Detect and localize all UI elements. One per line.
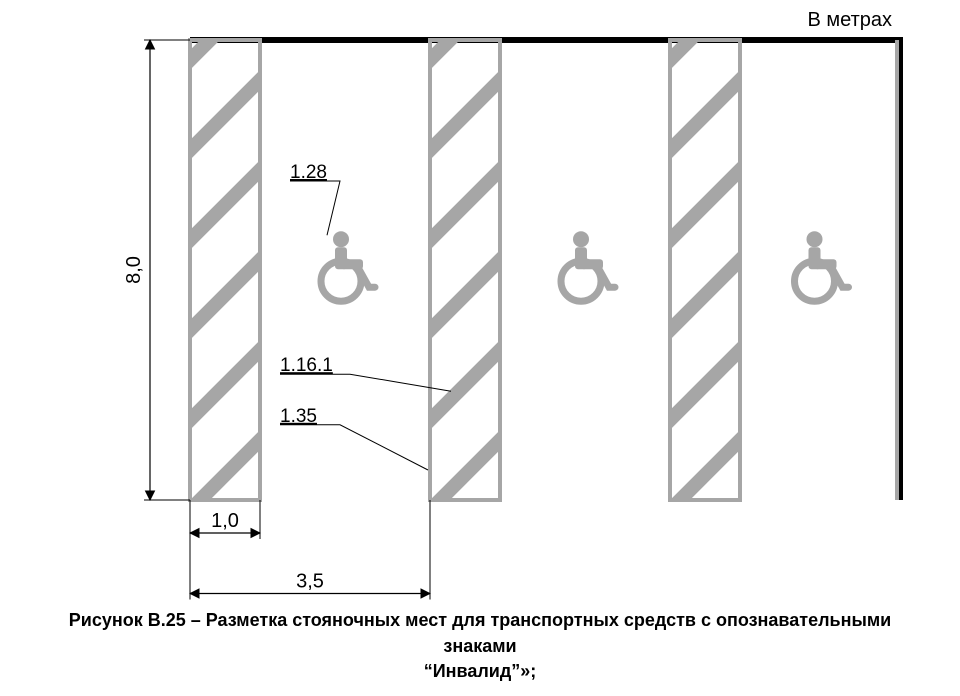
parking-bay-0 <box>260 40 430 500</box>
hatched-island-2 <box>650 0 760 530</box>
label-wheelchair-symbol: 1.28 <box>290 162 327 183</box>
units-label: В метрах <box>807 9 892 31</box>
figure-caption: Рисунок В.25 – Разметка стояночных мест … <box>0 608 960 684</box>
caption-line-2: “Инвалид”»; <box>424 661 537 681</box>
wheelchair-icon <box>321 231 375 301</box>
hatched-island-1 <box>410 0 520 530</box>
leader-1-35 <box>280 425 428 470</box>
page: В метрах 1.28 1.16.1 1.35 8,0 1,0 3,5 Рисунок … <box>0 0 960 696</box>
label-hatched-island: 1.16.1 <box>280 355 333 376</box>
parking-bay-1 <box>500 40 670 500</box>
label-bay-outline: 1.35 <box>280 406 317 427</box>
parking-bay-2 <box>740 40 897 500</box>
parking-diagram: В метрах 1.28 1.16.1 1.35 8,0 1,0 3,5 <box>0 0 960 640</box>
wheelchair-icon <box>561 231 615 301</box>
hatched-island-0 <box>170 0 280 530</box>
dim-bay-pitch: 3,5 <box>296 571 324 593</box>
dim-depth: 8,0 <box>123 256 145 284</box>
caption-line-1: Рисунок В.25 – Разметка стояночных мест … <box>69 610 891 655</box>
wheelchair-icon <box>795 231 849 301</box>
dim-island-width: 1,0 <box>211 510 239 532</box>
leader-1-28 <box>290 181 340 235</box>
leader-1-16-1 <box>280 374 451 391</box>
